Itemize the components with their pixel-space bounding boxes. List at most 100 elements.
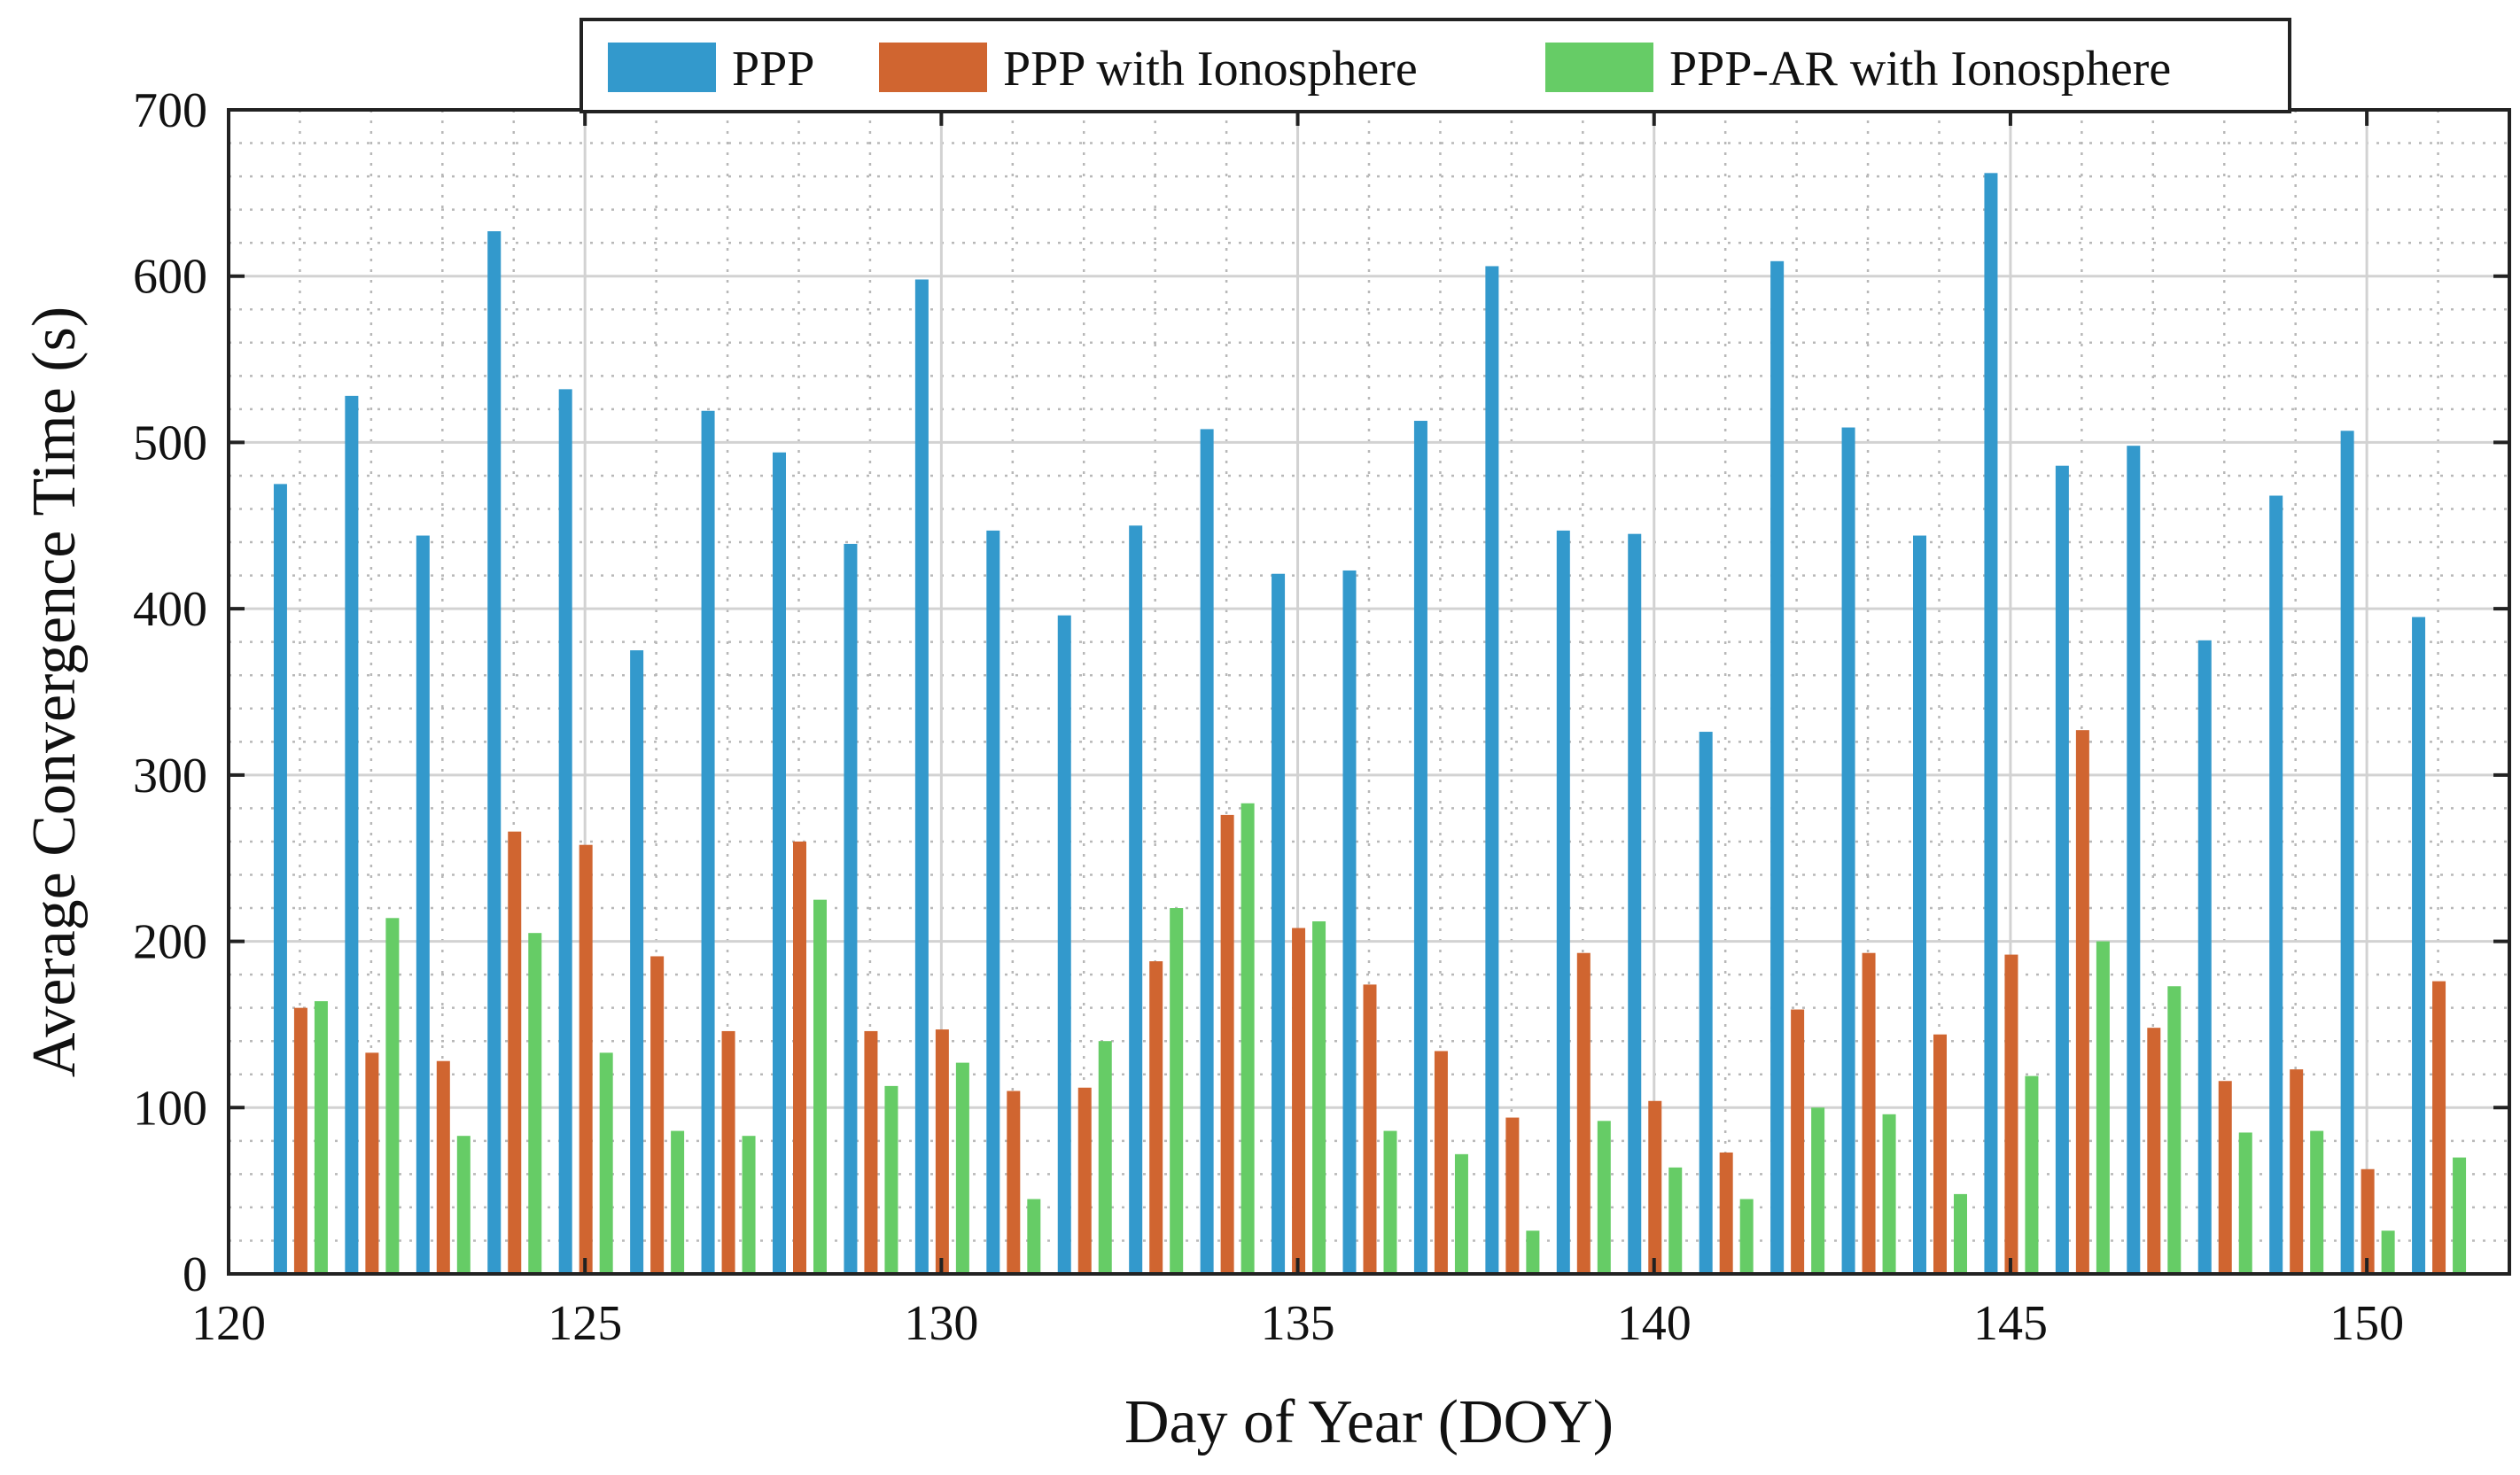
bar bbox=[1811, 1107, 1825, 1274]
bar bbox=[2004, 954, 2018, 1274]
bar bbox=[1933, 1034, 1947, 1274]
bar bbox=[2025, 1075, 2039, 1274]
bar bbox=[935, 1029, 949, 1274]
bar bbox=[579, 844, 593, 1274]
bar bbox=[293, 1007, 307, 1274]
bar bbox=[1220, 814, 1234, 1274]
bar bbox=[1363, 984, 1377, 1274]
bar bbox=[1170, 908, 1184, 1274]
bar bbox=[1699, 732, 1713, 1274]
y-tick-label: 500 bbox=[133, 415, 207, 470]
bar bbox=[2432, 981, 2446, 1274]
bar bbox=[1597, 1121, 1611, 1274]
bar bbox=[1862, 952, 1876, 1274]
bar bbox=[2269, 495, 2283, 1274]
x-tick-label: 130 bbox=[904, 1296, 978, 1351]
legend-label: PPP-AR with Ionosphere bbox=[1669, 42, 2171, 97]
bar bbox=[1739, 1199, 1754, 1274]
bar bbox=[2412, 617, 2426, 1274]
x-tick-label: 135 bbox=[1261, 1296, 1335, 1351]
bar bbox=[365, 1052, 379, 1274]
bar bbox=[721, 1030, 735, 1274]
y-tick-label: 100 bbox=[133, 1081, 207, 1136]
bar bbox=[314, 1001, 328, 1274]
bar bbox=[1505, 1117, 1520, 1274]
bar bbox=[2127, 446, 2141, 1274]
bar bbox=[456, 1136, 471, 1274]
x-tick-label: 125 bbox=[548, 1296, 622, 1351]
bar bbox=[528, 933, 542, 1274]
y-tick-label: 0 bbox=[183, 1247, 207, 1302]
x-tick-label: 120 bbox=[191, 1296, 266, 1351]
bar bbox=[2361, 1168, 2375, 1274]
bar bbox=[1027, 1199, 1041, 1274]
bar bbox=[1668, 1167, 1683, 1274]
bar bbox=[558, 389, 572, 1274]
y-tick-label: 300 bbox=[133, 749, 207, 803]
y-tick-label: 700 bbox=[133, 83, 207, 138]
bar bbox=[914, 279, 929, 1275]
series-1-bars bbox=[273, 173, 2426, 1275]
legend-swatch bbox=[608, 43, 716, 92]
bar bbox=[2453, 1157, 2467, 1274]
bar bbox=[1454, 1153, 1468, 1274]
bar bbox=[345, 395, 359, 1275]
legend-label: PPP with Ionosphere bbox=[1003, 42, 1418, 97]
x-tick-label: 145 bbox=[1973, 1296, 2048, 1351]
bars bbox=[273, 173, 2467, 1275]
bar bbox=[1129, 525, 1143, 1274]
bar bbox=[1272, 573, 1286, 1274]
bar bbox=[1984, 173, 1998, 1274]
ticks bbox=[227, 108, 2509, 1276]
bar bbox=[2096, 941, 2110, 1274]
y-axis-title: Average Convergence Time (s) bbox=[20, 307, 89, 1077]
bar bbox=[884, 1085, 898, 1274]
bar bbox=[1342, 570, 1357, 1274]
bar bbox=[416, 535, 430, 1274]
bar bbox=[1098, 1041, 1112, 1274]
bar bbox=[1841, 427, 1855, 1274]
bar bbox=[864, 1030, 878, 1274]
bar bbox=[793, 841, 806, 1274]
bar bbox=[1241, 803, 1255, 1274]
bar bbox=[1383, 1130, 1397, 1274]
bar bbox=[2238, 1132, 2252, 1274]
bar bbox=[508, 831, 522, 1274]
legend-label: PPP bbox=[732, 42, 814, 97]
bar bbox=[2310, 1130, 2324, 1274]
bar bbox=[599, 1052, 613, 1274]
bar bbox=[1413, 421, 1427, 1274]
series-2-bars bbox=[293, 730, 2446, 1274]
bar bbox=[1292, 928, 1306, 1274]
bar bbox=[436, 1060, 450, 1274]
bar bbox=[2381, 1230, 2395, 1274]
bar bbox=[955, 1062, 969, 1274]
bar bbox=[773, 452, 786, 1275]
y-tick-label: 400 bbox=[133, 582, 207, 637]
bar bbox=[701, 410, 715, 1275]
bar bbox=[2075, 730, 2089, 1274]
bar bbox=[986, 530, 1000, 1274]
x-axis-title: Day of Year (DOY) bbox=[1124, 1388, 1614, 1456]
y-tick-label: 200 bbox=[133, 915, 207, 970]
bar bbox=[1648, 1100, 1662, 1274]
bar bbox=[813, 899, 827, 1274]
bar bbox=[1434, 1051, 1448, 1274]
bar bbox=[1576, 952, 1591, 1274]
bar bbox=[2197, 640, 2212, 1274]
bar bbox=[1526, 1230, 1540, 1274]
bar bbox=[650, 956, 665, 1274]
bar bbox=[385, 918, 400, 1274]
bar bbox=[1057, 615, 1071, 1274]
bar bbox=[1770, 260, 1785, 1274]
bar bbox=[1149, 961, 1163, 1274]
bar bbox=[742, 1136, 756, 1274]
bar bbox=[671, 1130, 685, 1274]
bar bbox=[1791, 1009, 1805, 1274]
legend-swatch bbox=[1545, 43, 1653, 92]
bar bbox=[273, 484, 287, 1274]
bar bbox=[2055, 465, 2069, 1274]
bar bbox=[2218, 1081, 2232, 1274]
